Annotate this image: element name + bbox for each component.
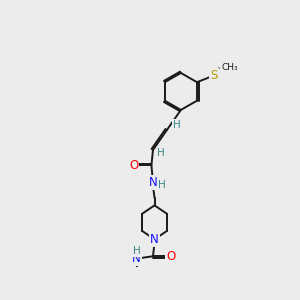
Text: H: H [157,148,165,158]
Text: CH₃: CH₃ [222,63,238,72]
Text: H: H [133,246,141,256]
Text: N: N [132,252,141,265]
Text: H: H [173,119,181,130]
Text: N: N [150,233,159,246]
Text: H: H [158,180,166,190]
Text: O: O [129,159,138,172]
Text: O: O [166,250,176,263]
Text: S: S [210,69,218,82]
Text: N: N [148,176,158,189]
